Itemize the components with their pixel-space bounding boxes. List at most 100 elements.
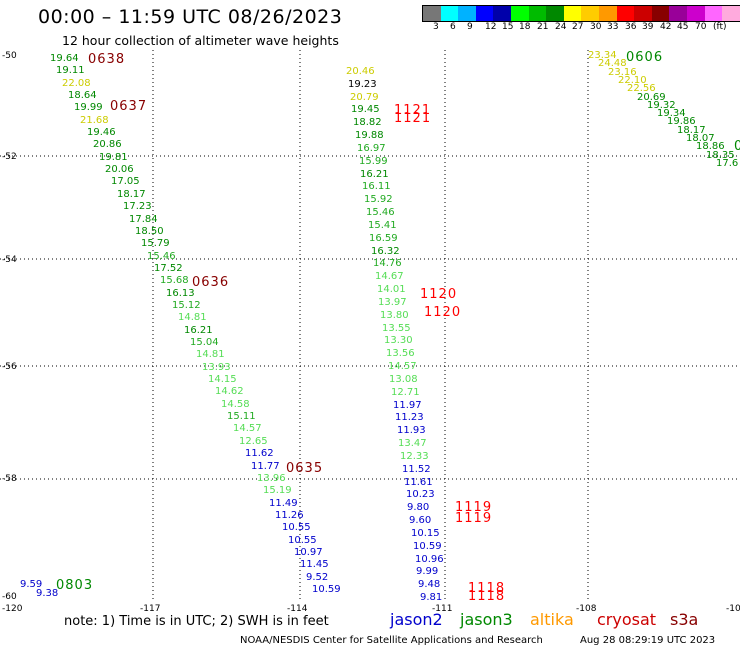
- pass-time-label: 0: [734, 139, 740, 154]
- scale-label: 45: [677, 22, 689, 32]
- wave-height-value: 14.57: [233, 423, 262, 434]
- wave-height-value: 16.59: [369, 233, 398, 244]
- legend-jason2: jason2: [390, 610, 443, 629]
- wave-height-value: 14.76: [373, 258, 402, 269]
- wave-height-value: 19.81: [99, 152, 128, 163]
- wave-height-value: 9.59: [20, 579, 43, 590]
- scale-swatch: [634, 6, 652, 21]
- wave-height-value: 23.34: [588, 50, 617, 61]
- wave-height-value: 14.15: [208, 374, 237, 385]
- wave-height-value: 11.62: [245, 448, 274, 459]
- scale-swatch: [616, 6, 635, 21]
- legend-s3a: s3a: [670, 610, 699, 629]
- wave-height-value: 18.86: [696, 141, 725, 152]
- wave-height-value: 15.68: [160, 275, 189, 286]
- scale-label: 21: [537, 22, 549, 32]
- wave-height-value: 19.32: [647, 100, 676, 111]
- longitude-label: -111: [432, 604, 453, 614]
- pass-time-label: 1118: [468, 589, 506, 604]
- latitude-label: -54: [2, 255, 17, 265]
- wave-height-value: 16.11: [362, 181, 391, 192]
- wave-height-value: 22.56: [627, 83, 656, 94]
- wave-height-value: 13.97: [378, 297, 407, 308]
- wave-height-value: 9.80: [407, 502, 430, 513]
- wave-height-value: 11.97: [393, 400, 422, 411]
- pass-time-label: 1120: [424, 305, 462, 320]
- wave-height-value: 16.13: [166, 288, 195, 299]
- wave-height-value: 15.12: [172, 300, 201, 311]
- wave-height-value: 22.10: [618, 75, 647, 86]
- pass-time-label: 1121: [394, 111, 432, 126]
- longitude-label: -10: [726, 604, 740, 614]
- legend-cryosat: cryosat: [597, 610, 657, 629]
- scale-label: 42: [660, 22, 672, 32]
- wave-height-value: 15.19: [263, 485, 292, 496]
- wave-height-value: 16.97: [357, 143, 386, 154]
- scale-swatch: [528, 6, 547, 21]
- pass-time-label: 1118: [468, 581, 506, 596]
- wave-height-value: 17.6: [716, 158, 739, 169]
- wave-height-value: 13.55: [382, 323, 411, 334]
- wave-height-value: 20.06: [105, 164, 134, 175]
- wave-height-value: 14.67: [375, 271, 404, 282]
- wave-height-value: 18.50: [135, 226, 164, 237]
- scale-swatch: [581, 6, 599, 21]
- pass-time-label: 0803: [56, 578, 94, 593]
- latitude-label: -60: [2, 592, 17, 602]
- wave-height-value: 10.55: [282, 522, 311, 533]
- pass-time-label: 0638: [88, 52, 126, 67]
- wave-height-value: 13.93: [202, 362, 231, 373]
- wave-height-value: 19.45: [351, 104, 380, 115]
- wave-height-value: 10.59: [413, 541, 442, 552]
- scale-swatch: [493, 6, 511, 21]
- wave-height-value: 9.52: [306, 572, 329, 583]
- wave-height-value: 14.58: [221, 399, 250, 410]
- pass-time-label: 1121: [394, 103, 432, 118]
- scale-swatch: [704, 6, 723, 21]
- wave-height-value: 10.15: [411, 528, 440, 539]
- wave-height-value: 20.46: [346, 66, 375, 77]
- wave-height-value: 23.16: [608, 67, 637, 78]
- scale-label: 27: [572, 22, 584, 32]
- wave-height-value: 19.88: [355, 130, 384, 141]
- scale-swatch: [510, 6, 529, 21]
- wave-height-value: 15.11: [227, 411, 256, 422]
- wave-height-value: 15.92: [364, 194, 393, 205]
- wave-height-value: 15.04: [190, 337, 219, 348]
- wave-height-value: 9.38: [36, 588, 59, 599]
- wave-height-value: 11.26: [275, 510, 304, 521]
- map-subtitle: 12 hour collection of altimeter wave hei…: [62, 33, 339, 48]
- wave-height-value: 13.96: [257, 473, 286, 484]
- pass-time-label: 0635: [286, 461, 324, 476]
- wave-height-value: 10.55: [288, 535, 317, 546]
- latitude-label: -52: [2, 152, 17, 162]
- wave-height-value: 15.79: [141, 238, 170, 249]
- scale-swatch: [598, 6, 617, 21]
- scale-swatch: [651, 6, 670, 21]
- wave-height-value: 15.99: [359, 156, 388, 167]
- wave-height-value: 13.30: [384, 335, 413, 346]
- wave-height-value: 15.46: [366, 207, 395, 218]
- scale-label: 33: [607, 22, 619, 32]
- wave-height-value: 18.17: [117, 189, 146, 200]
- scale-label: 6: [450, 22, 456, 32]
- scale-swatch: [475, 6, 494, 21]
- wave-height-value: 17.84: [129, 214, 158, 225]
- scale-swatch: [563, 6, 582, 21]
- wave-height-value: 9.48: [418, 579, 441, 590]
- wave-height-value: 20.69: [637, 92, 666, 103]
- wave-height-value: 9.99: [416, 566, 439, 577]
- scale-swatch: [686, 6, 705, 21]
- scale-swatch: [423, 6, 441, 21]
- legend-jason3: jason3: [460, 610, 513, 629]
- scale-label: 39: [642, 22, 654, 32]
- wave-height-value: 11.49: [269, 498, 298, 509]
- scale-label: 3: [433, 22, 439, 32]
- wave-height-value: 19.64: [50, 53, 79, 64]
- wave-height-value: 11.52: [402, 464, 431, 475]
- wave-height-value: 9.81: [420, 592, 443, 603]
- scale-swatch: [458, 6, 476, 21]
- wave-height-value: 13.80: [380, 310, 409, 321]
- wave-height-value: 21.68: [80, 115, 109, 126]
- wave-height-value: 14.81: [196, 349, 225, 360]
